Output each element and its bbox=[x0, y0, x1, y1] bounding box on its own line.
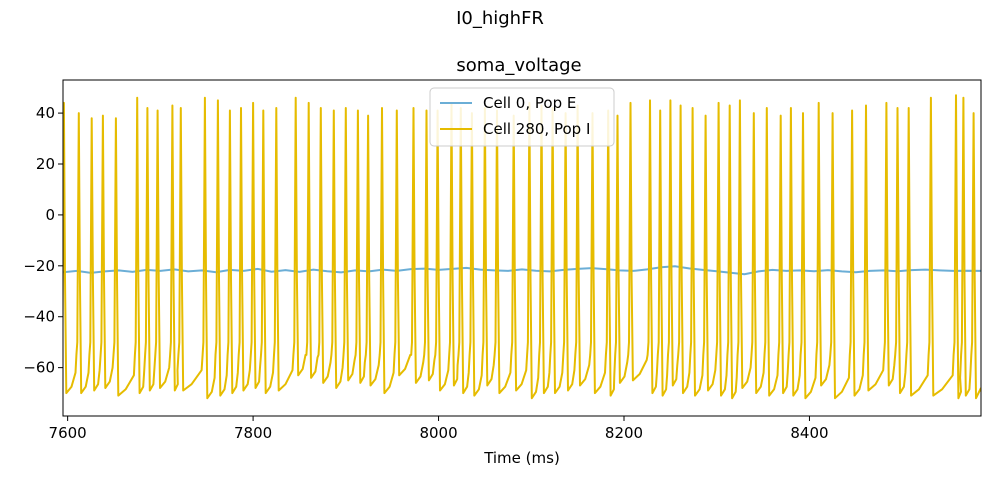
y-tick-label: −40 bbox=[23, 308, 55, 326]
y-tick-label: 20 bbox=[36, 155, 55, 173]
legend-label: Cell 0, Pop E bbox=[483, 94, 576, 112]
chart-title: soma_voltage bbox=[456, 55, 581, 76]
legend-box bbox=[429, 87, 615, 147]
y-tick-label: 0 bbox=[45, 206, 55, 224]
y-tick-label: −20 bbox=[23, 257, 55, 275]
x-axis: 7600 7800 8000 8200 8400 bbox=[49, 416, 829, 442]
legend: Cell 0, Pop E Cell 280, Pop I bbox=[429, 87, 615, 147]
x-tick-label: 8000 bbox=[419, 424, 457, 442]
y-tick-label: 40 bbox=[36, 104, 55, 122]
series-layer bbox=[63, 94, 981, 400]
series-line-cell-280-pop-i bbox=[63, 94, 981, 400]
x-tick-label: 8200 bbox=[605, 424, 643, 442]
x-axis-label: Time (ms) bbox=[483, 449, 560, 467]
y-tick-label: −60 bbox=[23, 359, 55, 377]
y-axis: −60 −40 −20 0 20 40 bbox=[23, 104, 63, 377]
chart-suptitle: I0_highFR bbox=[456, 8, 544, 29]
x-tick-label: 7800 bbox=[234, 424, 272, 442]
plot-frame bbox=[62, 79, 982, 417]
x-tick-label: 8400 bbox=[790, 424, 828, 442]
legend-label: Cell 280, Pop I bbox=[483, 120, 590, 138]
series-line-cell-0-pop-e bbox=[63, 265, 981, 276]
x-tick-label: 7600 bbox=[49, 424, 87, 442]
